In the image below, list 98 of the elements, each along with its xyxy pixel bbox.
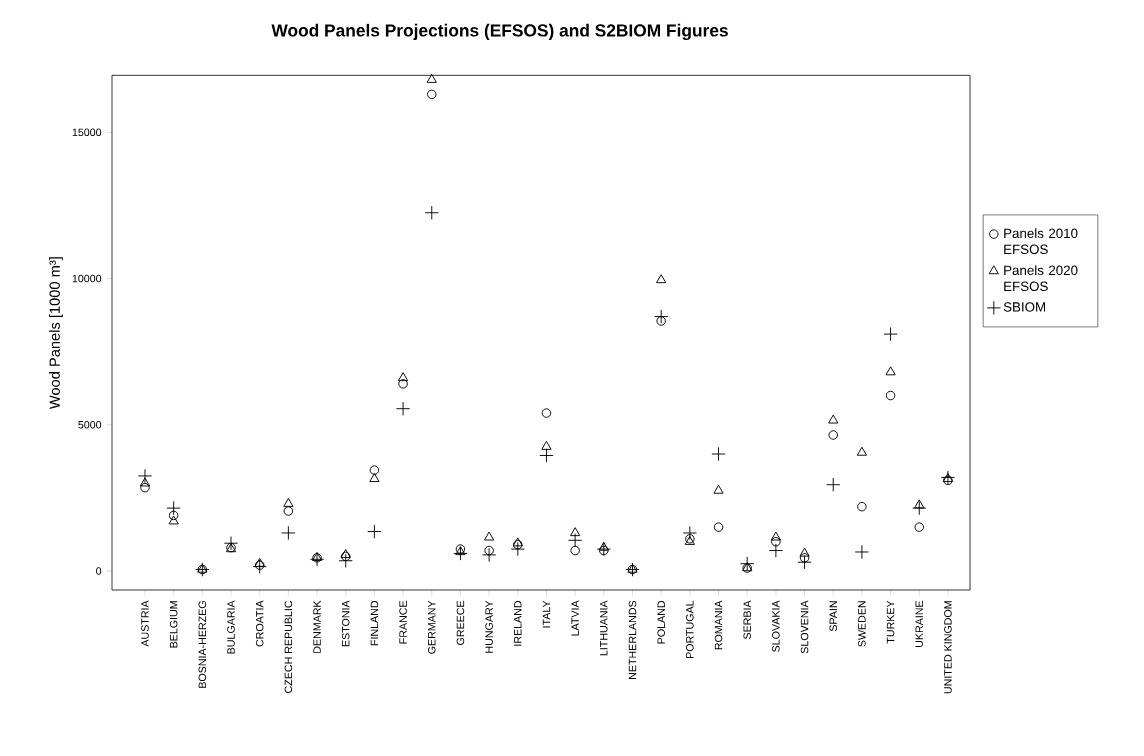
y-tick-label: 5000 — [78, 421, 102, 429]
x-tick-label: AUSTRIA — [141, 600, 149, 647]
x-tick-label: GREECE — [456, 600, 465, 645]
point — [283, 497, 294, 507]
x-tick-label: PORTUGAL — [686, 600, 694, 659]
point — [283, 506, 294, 516]
x-tick-label: LATVIA — [571, 600, 579, 636]
x-tick-label: IRELAND — [514, 600, 522, 646]
point — [140, 482, 150, 493]
point — [568, 533, 583, 548]
point — [771, 537, 781, 547]
point — [309, 552, 325, 567]
legend-label: SBIOM — [1003, 302, 1046, 312]
point — [885, 366, 896, 376]
point — [397, 372, 409, 382]
x-tick-label: POLAND — [657, 600, 665, 644]
point — [828, 430, 838, 440]
x-tick-label: UNITED KINGDOM — [944, 601, 952, 694]
x-tick-label: LITHUANIA — [600, 600, 608, 656]
point — [914, 522, 924, 532]
point — [570, 545, 580, 556]
x-tick-label: FRANCE — [399, 600, 407, 644]
point — [570, 527, 581, 537]
point — [395, 401, 411, 416]
point — [510, 541, 525, 557]
x-tick-label: DENMARK — [313, 600, 321, 653]
x-tick-label: BELGIUM — [169, 601, 178, 648]
legend-label: Panels 2010 EFSOS — [1004, 228, 1078, 255]
point — [541, 408, 552, 418]
point — [596, 541, 611, 557]
point — [223, 536, 239, 551]
point — [484, 545, 494, 556]
point — [424, 205, 439, 220]
point — [338, 553, 353, 568]
point — [367, 524, 382, 539]
x-tick-label: SERBIA — [743, 600, 751, 640]
x-tick-label: HUNGARY — [485, 600, 493, 653]
point — [797, 555, 812, 570]
x-tick-label: CZECH REPUBLIC — [284, 600, 293, 693]
y-tick-label: 10000 — [72, 274, 102, 283]
point — [453, 546, 468, 561]
point — [656, 316, 666, 326]
chart-title: Wood Panels Projections (EFSOS) and S2BIOM Figures — [271, 23, 728, 41]
point — [599, 545, 609, 556]
x-tick-label: TURKEY — [886, 600, 895, 644]
point — [656, 274, 667, 284]
point — [252, 559, 267, 574]
point — [914, 499, 925, 509]
legend-label: Panels 2020 EFSOS — [1004, 265, 1078, 292]
point — [541, 440, 552, 450]
point — [711, 446, 726, 462]
x-tick-label: FINLAND — [370, 600, 379, 646]
x-tick-label: NETHERLANDS — [628, 600, 637, 679]
point — [137, 468, 153, 484]
point — [799, 547, 810, 557]
x-tick-label: SPAIN — [829, 601, 838, 632]
point — [484, 531, 495, 541]
point — [713, 484, 724, 494]
x-tick-label: SWEDEN — [858, 601, 866, 647]
point — [857, 501, 867, 512]
point — [281, 525, 296, 541]
point — [682, 525, 697, 541]
y-tick-label: 15000 — [72, 128, 102, 137]
x-tick-label: UKRAINE — [915, 600, 923, 647]
point — [828, 414, 839, 424]
point — [799, 553, 810, 563]
point — [912, 500, 927, 516]
x-tick-label: ROMANIA — [714, 600, 723, 650]
point — [481, 547, 497, 563]
point — [369, 465, 380, 475]
point — [768, 543, 784, 558]
point — [854, 544, 870, 560]
point — [168, 510, 179, 521]
point — [369, 473, 380, 483]
point — [885, 390, 896, 401]
point — [654, 309, 669, 324]
x-tick-label: ITALY — [542, 600, 551, 628]
x-tick-label: GERMANY — [427, 600, 436, 654]
point — [740, 556, 755, 571]
y-tick-label: 0 — [96, 567, 102, 575]
point — [856, 446, 867, 456]
point — [713, 522, 724, 532]
point — [598, 541, 609, 551]
x-tick-label: ESTONIA — [341, 600, 350, 647]
point — [426, 73, 437, 83]
point — [398, 379, 408, 389]
point — [770, 531, 781, 541]
point — [139, 477, 151, 487]
point — [427, 89, 437, 100]
x-tick-label: SLOVENIA — [800, 600, 809, 654]
x-tick-label: SLOVAKIA — [772, 600, 780, 652]
x-tick-label: BOSNIA-HERZEG — [198, 601, 207, 688]
x-tick-label: CROATIA — [255, 600, 264, 647]
y-axis-title: Wood Panels [1000 m³] — [49, 257, 63, 410]
point — [826, 477, 841, 492]
x-tick-label: BULGARIA — [227, 600, 235, 654]
point — [539, 448, 554, 463]
point — [883, 326, 898, 342]
